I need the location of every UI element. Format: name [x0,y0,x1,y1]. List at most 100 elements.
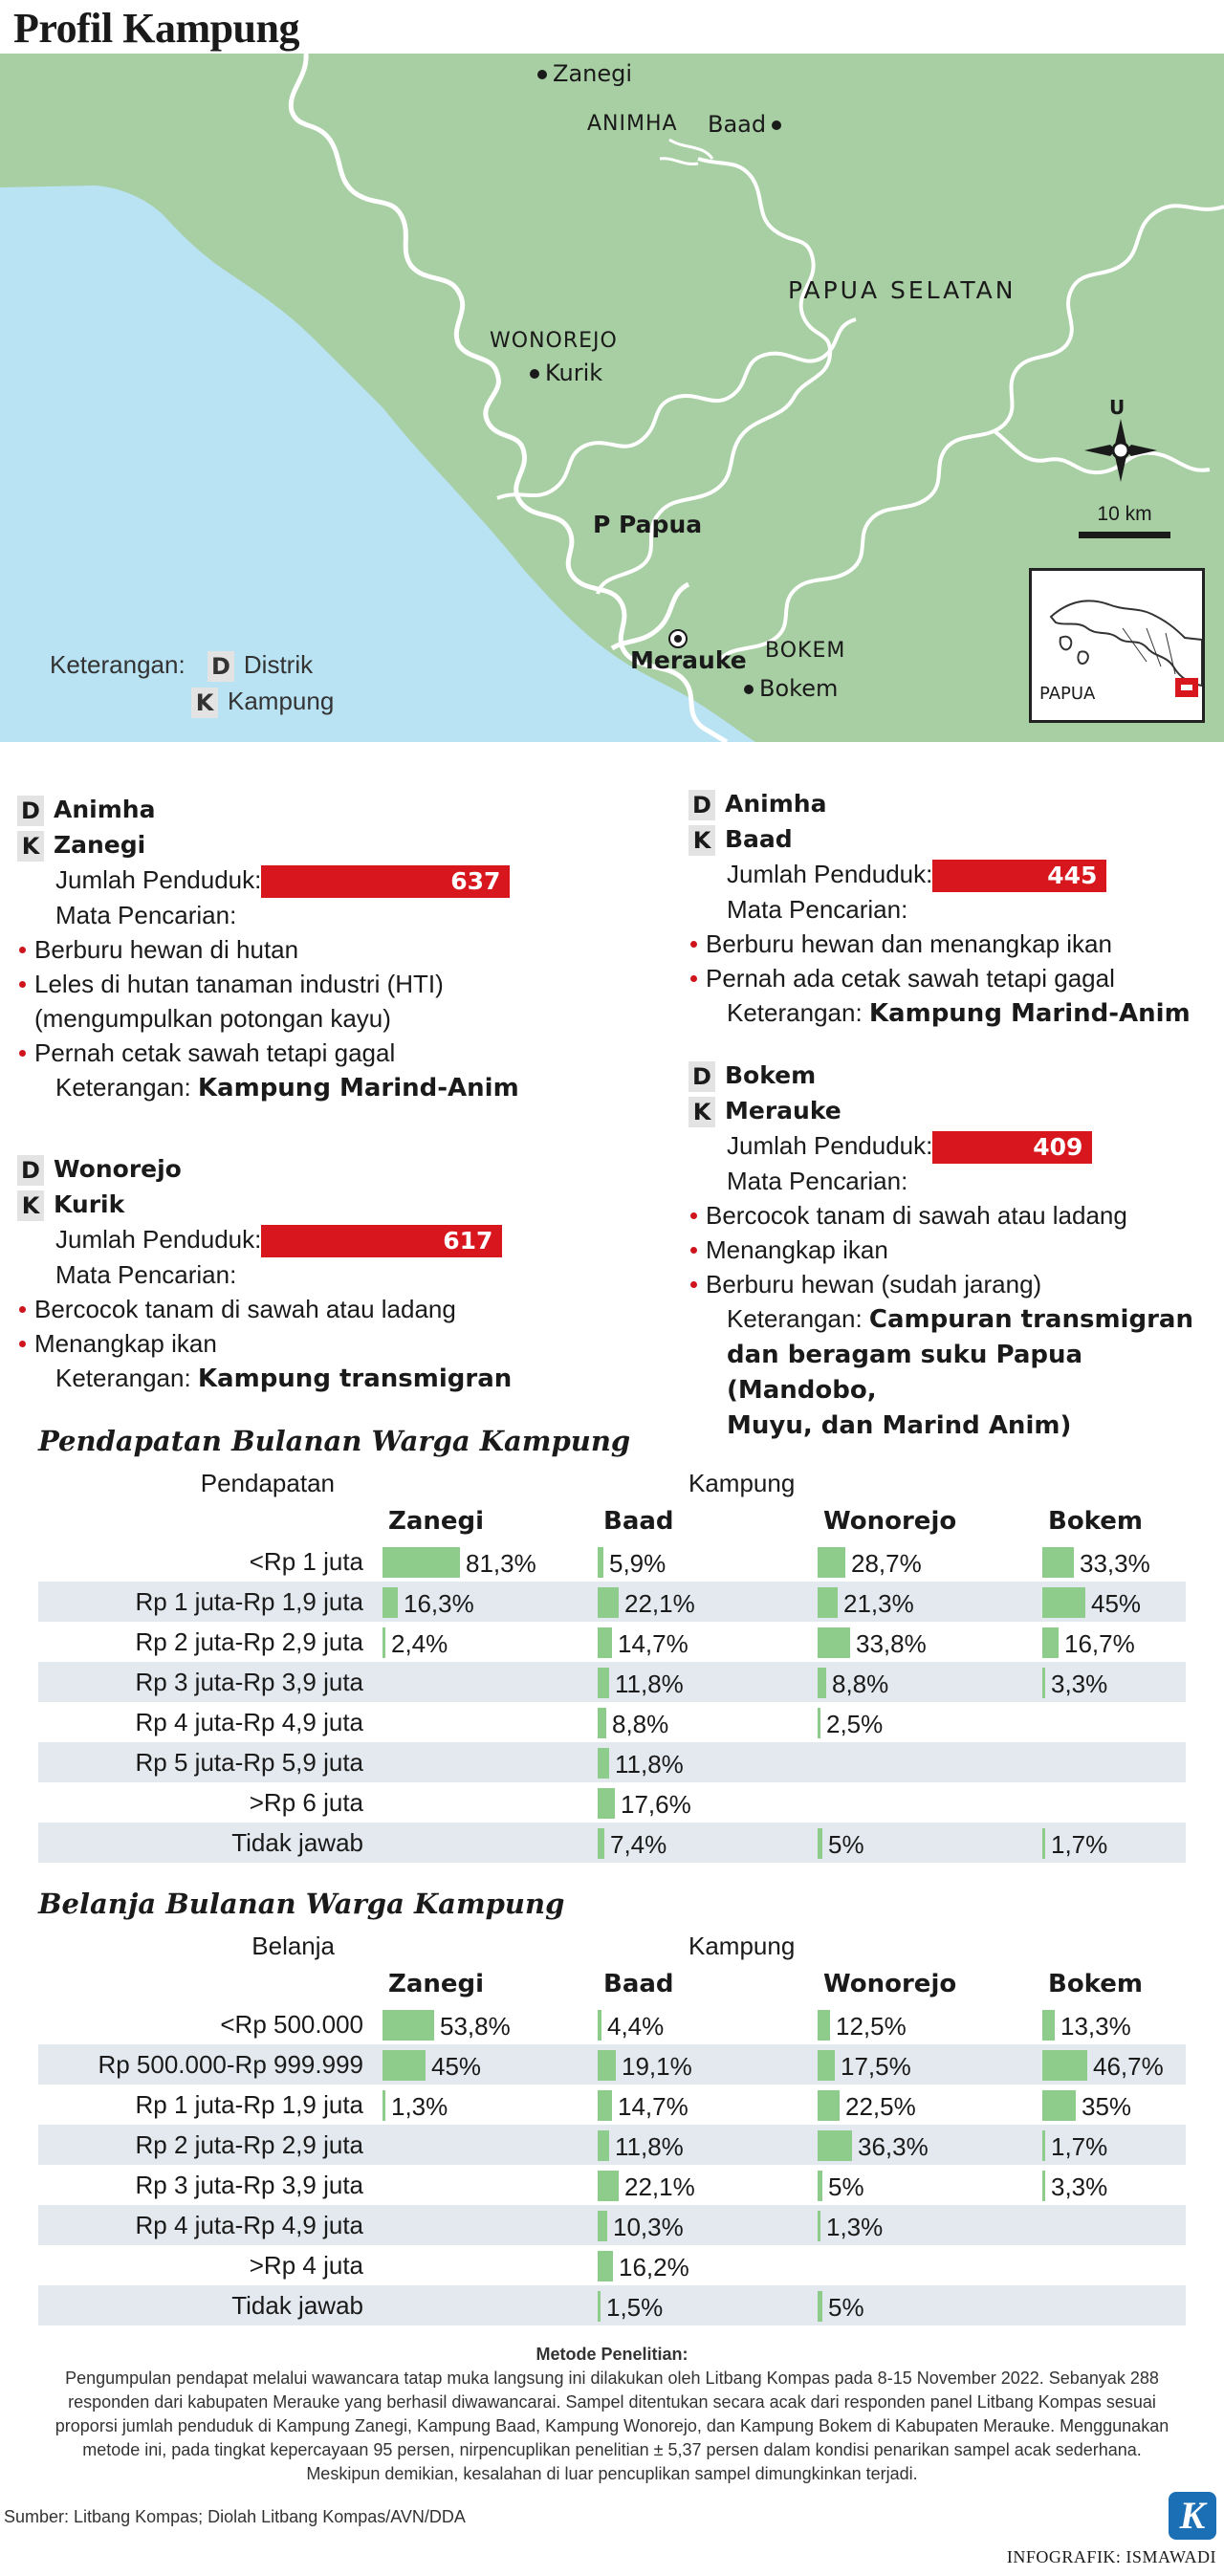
value-label: 8,8% [832,1670,889,1698]
value-bar [818,2010,830,2041]
population-bar: 445 [932,860,1107,893]
livelihood-item: Berburu hewan dan menangkap ikan [688,927,1214,961]
row-label: <Rp 1 juta [249,1547,363,1576]
map-legend-kampung: K Kampung [191,687,334,719]
value-label: 1,3% [391,2092,448,2121]
row-label: >Rp 4 juta [249,2251,363,2280]
table-row: <Rp 1 juta 81,3% 5,9% 28,7% 33,3% [38,1541,1186,1582]
value-bar [1042,2171,1045,2201]
row-label: Rp 4 juta-Rp 4,9 juta [135,2211,363,2239]
population-label: Jumlah Penduduk: [727,860,933,888]
row-label: >Rp 6 juta [249,1788,363,1817]
note-value: Campuran transmigran [868,1305,1193,1335]
value-label: 35% [1082,2092,1132,2121]
methodology-line: metode ini, pada tingkat kepercayaan 95 … [82,2440,1142,2459]
value-label: 12,5% [836,2012,907,2041]
note-value: Muyu, dan Marind Anim) [727,1411,1072,1441]
legend-d-label: Distrik [243,650,314,679]
value-bar [598,1828,604,1859]
value-bar [1042,2050,1087,2081]
value-label: 10,3% [613,2213,684,2241]
village-name: Zanegi [54,831,146,859]
map-label-bokem-distrik: BOKEM [765,639,846,663]
table-row: Rp 3 juta-Rp 3,9 juta 11,8% 8,8% 3,3% [38,1662,1186,1702]
note-value: dan beragam suku Papua (Mandobo, [727,1341,1083,1406]
value-bar [598,1748,609,1779]
value-bar [1042,1828,1045,1859]
methodology-line: Pengumpulan pendapat melalui wawancara t… [65,2369,1159,2388]
value-bar [598,1668,609,1698]
profile-zanegi: D Animha K Zanegi Jumlah Penduduk: 637 Mata… [17,792,591,1105]
value-bar [818,1587,838,1618]
river-bokem [993,429,1211,475]
income-column-header: Baad [603,1507,674,1536]
income-header-row: Pendapatan Kampung [38,1465,1186,1503]
map-label-baad: Baad [708,111,787,138]
map-legend-distrik: Keterangan: D Distrik [50,650,314,683]
row-label: Tidak jawab [231,1828,363,1857]
district-name: Bokem [725,1061,817,1089]
methodology-line: proporsi jumlah penduduk di Kampung Zane… [55,2416,1169,2435]
spending-title: Belanja Bulanan Warga Kampung [38,1888,565,1920]
value-bar [598,2090,612,2121]
value-bar [598,1788,615,1819]
table-row: Rp 2 juta-Rp 2,9 juta 11,8% 36,3% 1,7% [38,2125,1186,2165]
note-value: Kampung Marind-Anim [197,1074,519,1103]
livelihood-item: Berburu hewan (sudah jarang) [688,1267,1214,1301]
value-label: 45% [1091,1589,1142,1618]
inset-locator-map: PAPUA [1029,568,1205,723]
map-label-p-papua: P Papua [593,511,703,538]
value-bar [598,1547,603,1578]
spending-column-headers: Zanegi Baad Wonorejo Bokem [38,1966,1186,2004]
village-name: Baad [725,825,793,853]
income-column-header: Wonorejo [823,1507,957,1536]
source-note: Sumber: Litbang Kompas; Diolah Litbang K… [4,2507,466,2526]
livelihood-item-cont: (mengumpulkan potongan kayu) [34,1004,391,1034]
value-bar [1042,2130,1045,2161]
map: Zanegi ANIMHA Baad PAPUA SELATAN WONOREJ… [0,54,1224,742]
population-bar: 637 [261,865,511,899]
table-row: Rp 3 juta-Rp 3,9 juta 22,1% 5% 3,3% [38,2165,1186,2205]
value-bar [598,1708,606,1738]
income-column-header: Bokem [1048,1507,1143,1536]
value-label: 4,4% [607,2012,665,2041]
profile-bokem: D Bokem K Merauke Jumlah Penduduk: 409 Mata… [688,1058,1214,1443]
row-label: Rp 3 juta-Rp 3,9 juta [135,1668,363,1696]
page-title: Profil Kampung [13,5,300,52]
table-row: Rp 2 juta-Rp 2,9 juta 2,4% 14,7% 33,8% 16,7% [38,1622,1186,1662]
row-label: <Rp 500.000 [220,2010,363,2039]
population-label: Jumlah Penduduk: [55,865,262,894]
district-name: Wonorejo [54,1155,182,1183]
map-canvas [0,54,1224,742]
value-bar [818,2171,822,2201]
map-label-merauke: Merauke [630,646,747,674]
livelihood-item: Berburu hewan di hutan [17,932,591,967]
value-label: 16,2% [619,2253,689,2281]
value-label: 5% [828,1830,864,1859]
river-baad [596,157,833,595]
value-bar [1042,1668,1045,1698]
table-row: Rp 500.000-Rp 999.999 45% 19,1% 17,5% 46,7% [38,2044,1186,2085]
livelihood-item: Bercocok tanam di sawah atau ladang [17,1292,591,1326]
river-east [717,204,1224,663]
row-label: Rp 1 juta-Rp 1,9 juta [135,2090,363,2119]
value-label: 46,7% [1093,2052,1164,2081]
note-label: Keterangan: [727,998,863,1028]
value-bar [382,2050,426,2081]
table-row: Tidak jawab 1,5% 5% [38,2285,1186,2325]
livelihood-label: Mata Pencarian: [55,901,237,930]
map-label-bokem-kampung: Bokem [738,675,838,702]
table-row: Rp 1 juta-Rp 1,9 juta 16,3% 22,1% 21,3% 45% [38,1582,1186,1622]
value-bar [1042,2090,1076,2121]
value-label: 2,5% [826,1710,884,1738]
river-main [288,54,729,742]
income-column-header: Zanegi [388,1507,485,1536]
table-row: <Rp 500.000 53,8% 4,4% 12,5% 13,3% [38,2004,1186,2044]
map-label-papua-selatan: PAPUA SELATAN [788,276,1016,304]
legend-k-chip: K [191,688,218,719]
value-bar [818,1668,826,1698]
value-label: 19,1% [622,2052,692,2081]
map-label-wonorejo: WONOREJO [490,329,618,353]
value-label: 5% [828,2293,864,2322]
value-label: 1,5% [606,2293,664,2322]
